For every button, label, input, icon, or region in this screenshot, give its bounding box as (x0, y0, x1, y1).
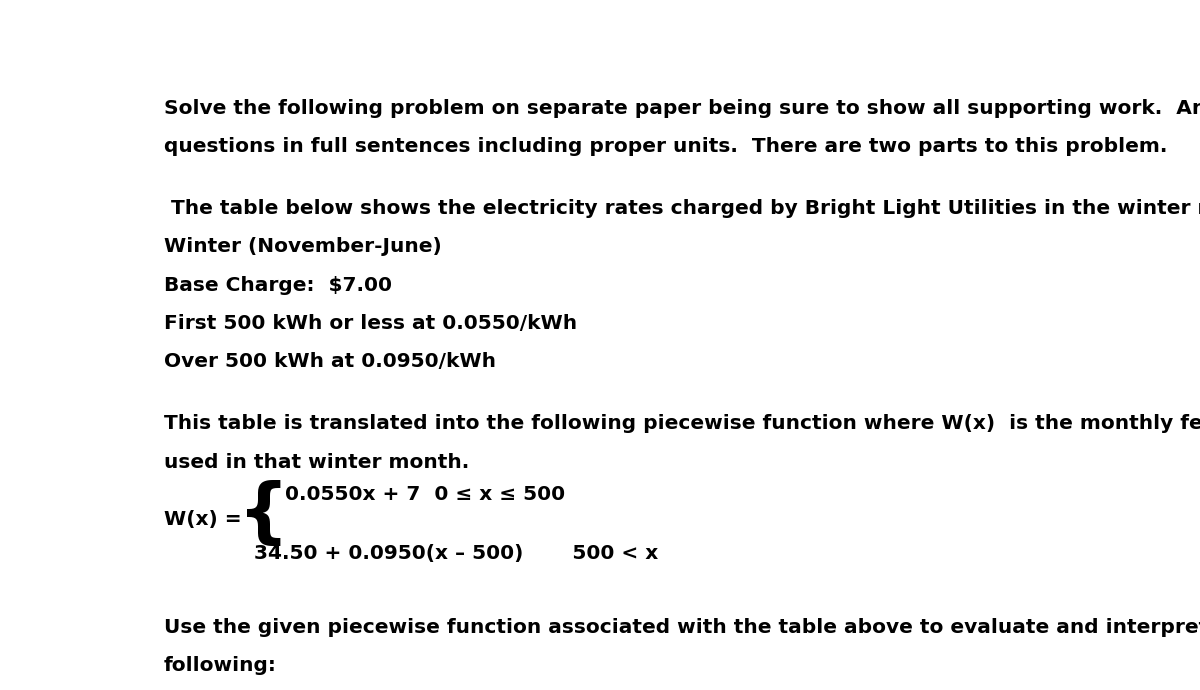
Text: used in that winter month.: used in that winter month. (164, 453, 469, 471)
Text: Base Charge:  $7.00: Base Charge: $7.00 (164, 276, 392, 295)
Text: 34.50 + 0.0950(x – 500)       500 < x: 34.50 + 0.0950(x – 500) 500 < x (254, 544, 659, 564)
Text: This table is translated into the following piecewise function where W(x)  is th: This table is translated into the follow… (164, 414, 1200, 433)
Text: 0.0550x + 7  0 ≤ x ≤ 500: 0.0550x + 7 0 ≤ x ≤ 500 (284, 485, 565, 504)
Text: W(x) =: W(x) = (164, 510, 241, 529)
Text: following:: following: (164, 656, 277, 675)
Text: Use the given piecewise function associated with the table above to evaluate and: Use the given piecewise function associa… (164, 618, 1200, 637)
Text: The table below shows the electricity rates charged by Bright Light Utilities in: The table below shows the electricity ra… (164, 199, 1200, 218)
Text: questions in full sentences including proper units.  There are two parts to this: questions in full sentences including pr… (164, 137, 1168, 156)
Text: {: { (239, 480, 289, 549)
Text: First 500 kWh or less at 0.0550/kWh: First 500 kWh or less at 0.0550/kWh (164, 314, 577, 333)
Text: Solve the following problem on separate paper being sure to show all supporting : Solve the following problem on separate … (164, 99, 1200, 118)
Text: Over 500 kWh at 0.0950/kWh: Over 500 kWh at 0.0950/kWh (164, 352, 496, 371)
Text: Winter (November-June): Winter (November-June) (164, 237, 442, 257)
